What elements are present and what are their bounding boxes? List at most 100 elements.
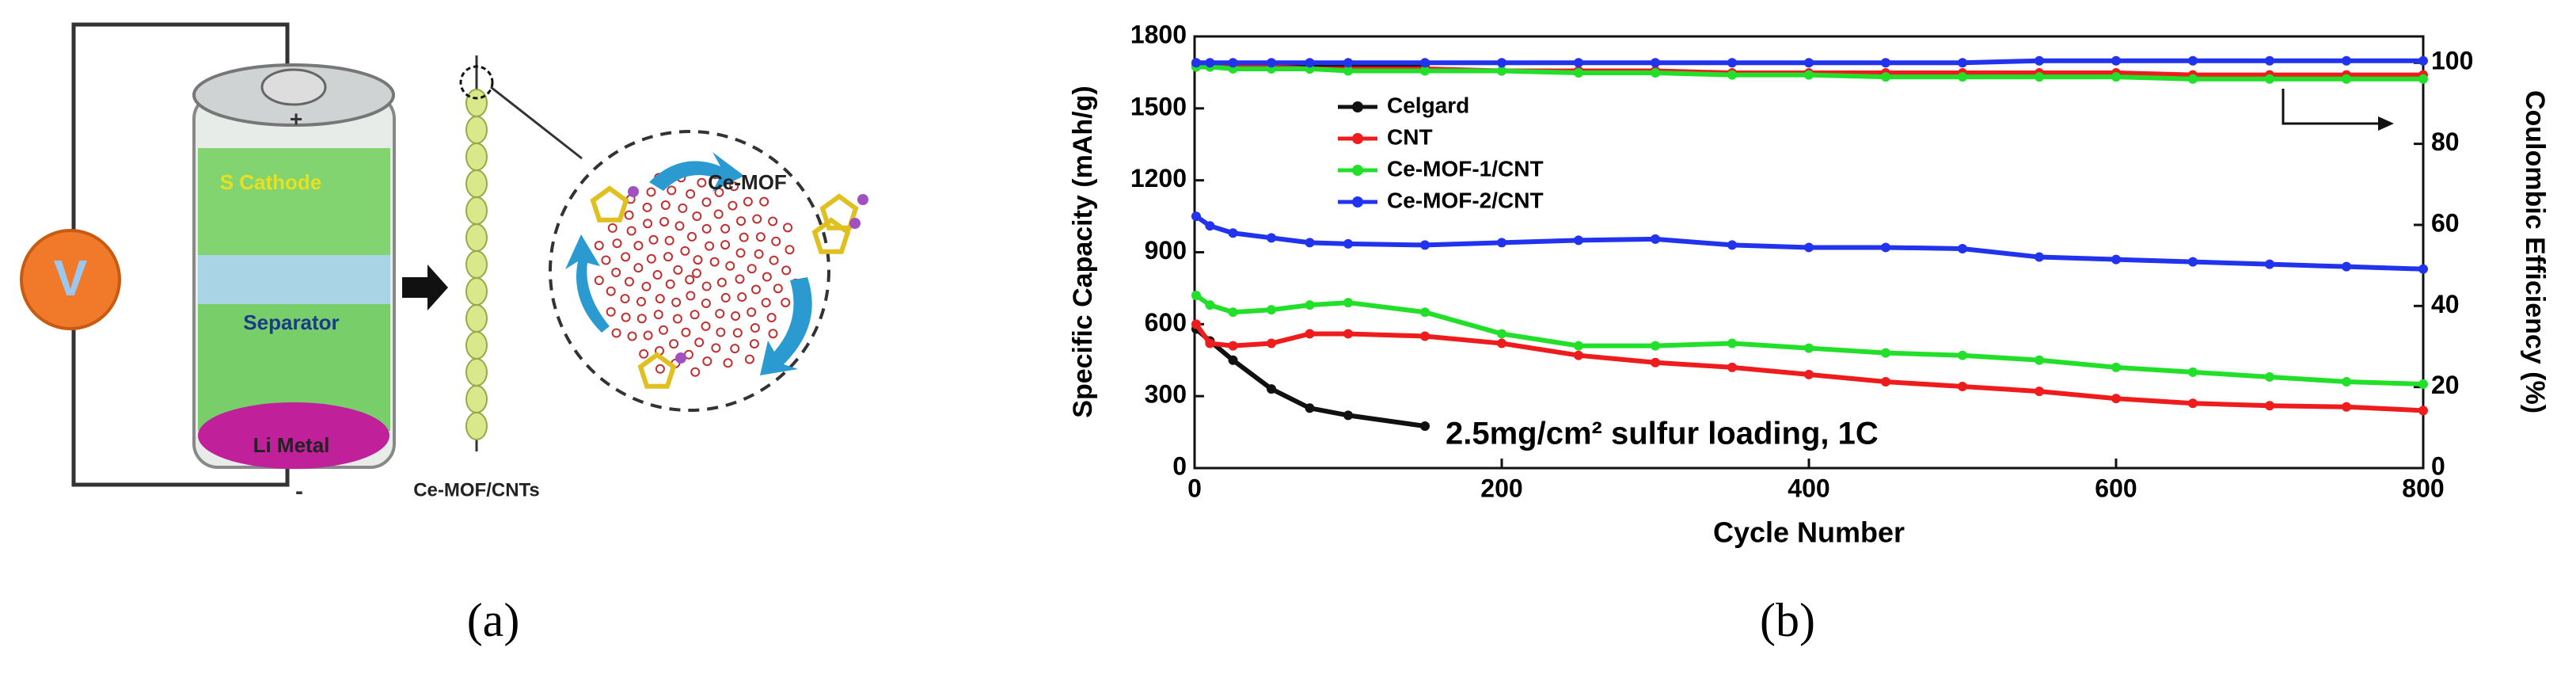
ring xyxy=(590,185,629,223)
marker xyxy=(1343,238,1353,249)
marker xyxy=(2342,377,2351,387)
atom xyxy=(744,354,754,364)
caption: (b) xyxy=(1760,594,1815,646)
atom xyxy=(653,310,663,320)
atom xyxy=(628,186,639,197)
atom xyxy=(621,312,631,322)
bead xyxy=(465,223,488,252)
atom xyxy=(729,181,739,192)
voltmeter xyxy=(20,229,121,330)
marker xyxy=(1958,350,1967,360)
marker xyxy=(1497,338,1506,348)
atom xyxy=(665,279,675,289)
y-tick-label: 300 xyxy=(1145,380,1187,409)
legend-marker xyxy=(1352,101,1363,112)
marker xyxy=(1727,362,1737,372)
marker xyxy=(1958,243,1967,253)
marker xyxy=(1420,331,1430,341)
atom xyxy=(749,339,759,349)
marker xyxy=(1191,291,1201,300)
marker xyxy=(1881,348,1890,358)
atom xyxy=(701,197,712,208)
atom xyxy=(762,272,772,282)
atom xyxy=(686,291,696,301)
atom xyxy=(664,235,674,246)
marker xyxy=(1497,238,1506,248)
marker xyxy=(1191,58,1201,68)
bead xyxy=(465,358,488,387)
atom xyxy=(606,307,616,317)
atom xyxy=(643,330,653,341)
marker xyxy=(1574,58,1583,68)
atom xyxy=(663,252,674,262)
atom xyxy=(715,309,725,319)
legend-label: Ce-MOF-2/CNT xyxy=(1387,188,1544,212)
separator-label: Separator xyxy=(243,310,339,334)
atom xyxy=(735,248,746,258)
marker xyxy=(1228,228,1238,238)
marker xyxy=(1343,58,1353,68)
bead xyxy=(465,304,488,333)
terminal xyxy=(260,68,327,106)
efficiency-line xyxy=(1195,64,2423,82)
atom xyxy=(687,231,697,242)
atom xyxy=(769,255,779,265)
caption: (a) xyxy=(467,594,520,646)
marker xyxy=(1574,350,1583,360)
atom xyxy=(692,211,702,222)
marker xyxy=(2418,55,2428,66)
atom xyxy=(747,307,757,318)
x-tick-label: 400 xyxy=(1788,474,1829,502)
atom xyxy=(681,327,691,337)
marker xyxy=(2342,74,2351,84)
zoom-circle xyxy=(459,65,494,100)
marker xyxy=(2418,379,2428,390)
atom xyxy=(669,339,679,349)
atom xyxy=(652,270,663,280)
marker xyxy=(1804,58,1814,68)
atom xyxy=(761,298,771,308)
atom xyxy=(736,216,747,227)
y2-tick-label: 60 xyxy=(2431,208,2460,237)
marker xyxy=(1205,221,1215,231)
atom xyxy=(672,314,682,324)
y-tick-label: 900 xyxy=(1145,236,1187,265)
marker xyxy=(2188,367,2198,377)
atom xyxy=(702,356,712,367)
legend-label: CNT xyxy=(1387,124,1433,149)
atom xyxy=(646,187,656,197)
atom xyxy=(692,268,701,278)
marker xyxy=(2111,72,2121,82)
marker xyxy=(2111,362,2121,372)
atom xyxy=(732,328,743,338)
marker xyxy=(1574,235,1583,246)
x-axis-label: Cycle Number xyxy=(1713,516,1905,549)
capacity-line xyxy=(1195,214,2424,272)
atom xyxy=(720,240,731,250)
bead xyxy=(465,412,488,440)
marker xyxy=(1497,329,1506,339)
marker xyxy=(2111,254,2121,265)
atom xyxy=(714,187,724,197)
atom xyxy=(671,297,682,307)
marker xyxy=(1574,68,1583,78)
marker xyxy=(1205,338,1215,348)
atom xyxy=(690,367,701,377)
y-tick-label: 1500 xyxy=(1130,92,1187,120)
atom xyxy=(624,276,634,287)
atom xyxy=(751,284,762,295)
mof-structure xyxy=(590,169,868,389)
atom xyxy=(705,241,715,251)
y2-tick-label: 80 xyxy=(2431,128,2460,156)
x-tick-label: 200 xyxy=(1480,474,1522,502)
atom xyxy=(594,240,604,250)
capacity-line xyxy=(1195,293,2424,387)
atom xyxy=(648,234,659,245)
marker xyxy=(1343,410,1353,421)
marker xyxy=(1205,300,1215,310)
marker xyxy=(1420,421,1430,432)
marker xyxy=(1305,300,1315,310)
li-metal xyxy=(198,402,389,469)
y-tick-label: 1200 xyxy=(1130,164,1187,192)
atom xyxy=(680,246,690,256)
